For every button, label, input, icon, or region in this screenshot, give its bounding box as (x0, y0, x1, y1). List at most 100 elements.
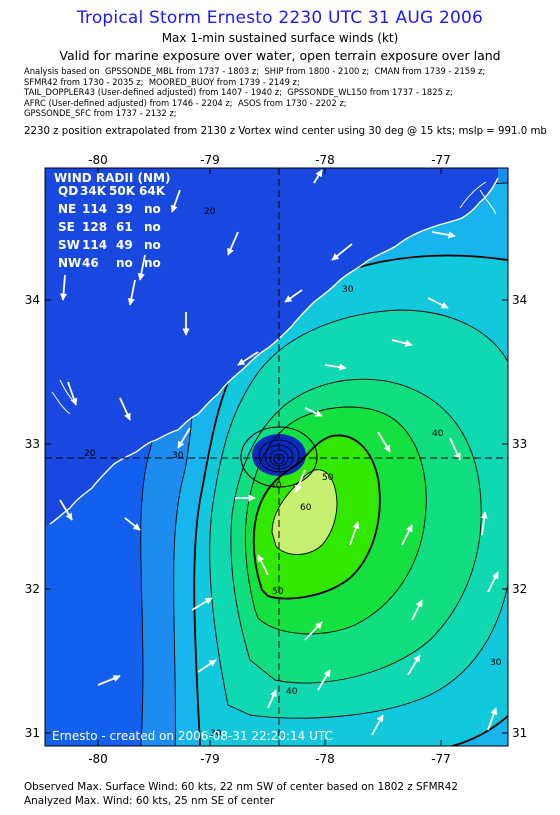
wind-arrow (407, 654, 421, 676)
wind-radii-cell: no (116, 256, 133, 270)
wind-radii-header: 64K (139, 184, 166, 198)
wind-radii-cell: 114 (82, 238, 107, 252)
lon-label-bottom: -78 (315, 752, 335, 766)
lon-label-bottom: -79 (200, 752, 220, 766)
wind-radii-header: QD (58, 184, 78, 198)
lon-label-top: -80 (88, 153, 108, 167)
analysis-line: GPSSONDE_SFC from 1737 - 2132 z; (24, 108, 177, 118)
wind-radii-cell: no (144, 256, 161, 270)
observed-max-wind: Observed Max. Surface Wind: 60 kts, 22 n… (24, 781, 458, 793)
contour-labels: 20 30 40 30 20 30 40 50 50 60 40 30 (84, 207, 502, 739)
wind-radii-cell: 128 (82, 220, 107, 234)
wind-radii-cell: 114 (82, 202, 107, 216)
wind-arrow (227, 231, 239, 256)
contour-label: 40 (432, 429, 444, 439)
wind-arrow (124, 517, 141, 531)
creation-credit: Ernesto - created on 2006-08-31 22:20:14… (52, 729, 333, 743)
wind-radii-cell: no (144, 202, 161, 216)
wind-arrow (119, 397, 131, 421)
wind-arrow (324, 363, 347, 371)
wind-arrow (487, 571, 499, 593)
wind-arrows (59, 169, 499, 736)
wind-radii-table: WIND RADII (NM) QD 34K 50K 64K NE 114 39… (54, 171, 170, 270)
tick-marks (45, 168, 508, 746)
contour-40 (230, 378, 482, 684)
wind-arrow (177, 427, 191, 449)
wind-arrow (313, 169, 323, 184)
wind-arrow (449, 437, 461, 461)
wind-arrow (377, 431, 391, 453)
lon-label-top: -78 (315, 153, 335, 167)
contour-label: 20 (204, 207, 216, 217)
map-subtitle-winds: Max 1-min sustained surface winds (kt) (161, 31, 399, 45)
lon-label-bottom: -77 (431, 752, 451, 766)
contour-label: 20 (84, 449, 96, 459)
wind-arrow (67, 381, 78, 406)
wind-arrow (97, 675, 121, 686)
lat-label-left: 33 (25, 437, 40, 451)
contour-label: 50 (322, 473, 334, 483)
wind-arrow (59, 499, 73, 521)
wind-arrow (267, 689, 277, 709)
contour-label: 30 (172, 451, 184, 461)
contour-label: 50 (272, 587, 284, 597)
wind-radii-title: WIND RADII (NM) (54, 171, 170, 185)
wind-arrow (197, 659, 217, 673)
map-frame (44, 167, 509, 747)
analysis-line: SFMR42 from 1730 - 2035 z; MOORED_BUOY f… (24, 76, 300, 87)
wind-arrow (391, 339, 413, 347)
analysis-line: AFRC (User-defined adjusted) from 1746 -… (24, 97, 347, 108)
lat-label-right: 31 (512, 726, 527, 740)
wind-arrow (411, 599, 423, 621)
lon-label-top: -79 (200, 153, 220, 167)
coastline-land (45, 168, 498, 526)
position-note: 2230 z position extrapolated from 2130 z… (24, 126, 547, 137)
contour-label: 40 (270, 481, 282, 491)
wind-radii-cell: 61 (116, 220, 133, 234)
wind-arrow (137, 254, 146, 281)
wind-radii-header: 34K (80, 184, 107, 198)
lat-label-left: 31 (25, 726, 40, 740)
wind-radii-cell: SE (58, 220, 75, 234)
contour-60 (271, 469, 338, 555)
wind-arrow (487, 707, 498, 731)
map-title: Tropical Storm Ernesto 2230 UTC 31 AUG 2… (76, 8, 484, 28)
wind-band-60kt (272, 469, 337, 555)
map-subtitle-exposure: Valid for marine exposure over water, op… (59, 48, 501, 63)
coastline-inlet (51, 181, 497, 415)
contour-label: 30 (342, 285, 354, 295)
lat-label-right: 34 (512, 293, 527, 307)
wind-arrow (480, 511, 488, 536)
axis-labels: -80 -79 -78 -77 -80 -79 -78 -77 34 33 32… (25, 153, 528, 766)
wind-arrow (431, 231, 456, 239)
lon-label-bottom: -80 (88, 752, 108, 766)
wind-arrow (237, 351, 259, 366)
wind-arrow (191, 597, 213, 611)
wind-radii-cell: NW (58, 256, 81, 270)
wind-radii-cell: NE (58, 202, 76, 216)
wind-radii-cell: 39 (116, 202, 133, 216)
wind-arrow (127, 279, 136, 306)
wind-arrow (331, 243, 353, 261)
analyzed-max-wind: Analyzed Max. Wind: 60 kts, 25 nm SE of … (24, 795, 275, 807)
wind-radii-cell: 49 (116, 238, 133, 252)
wind-arrow (349, 521, 360, 546)
lat-label-right: 33 (512, 437, 527, 451)
analysis-line: TAIL_DOPPLER43 (User-defined adjusted) f… (24, 87, 453, 97)
wind-arrow (257, 554, 269, 576)
contour-50 (252, 434, 381, 600)
contour-30-east (449, 714, 508, 746)
wind-field: 20 30 40 30 20 30 40 50 50 60 40 30 WIND… (45, 168, 508, 746)
wind-arrow (371, 714, 384, 736)
wind-arrow (295, 469, 306, 493)
analysis-line: Analysis based on GPSSONDE_MBL from 1737… (24, 66, 486, 76)
lat-label-left: 34 (25, 293, 40, 307)
contour-label: 60 (300, 503, 312, 513)
coastline (49, 177, 499, 525)
wind-radii-cell: no (144, 238, 161, 252)
wind-arrow (401, 524, 413, 546)
contour-label: 40 (286, 687, 298, 697)
contour-label: 30 (490, 658, 502, 668)
wind-radii-cell: no (144, 220, 161, 234)
